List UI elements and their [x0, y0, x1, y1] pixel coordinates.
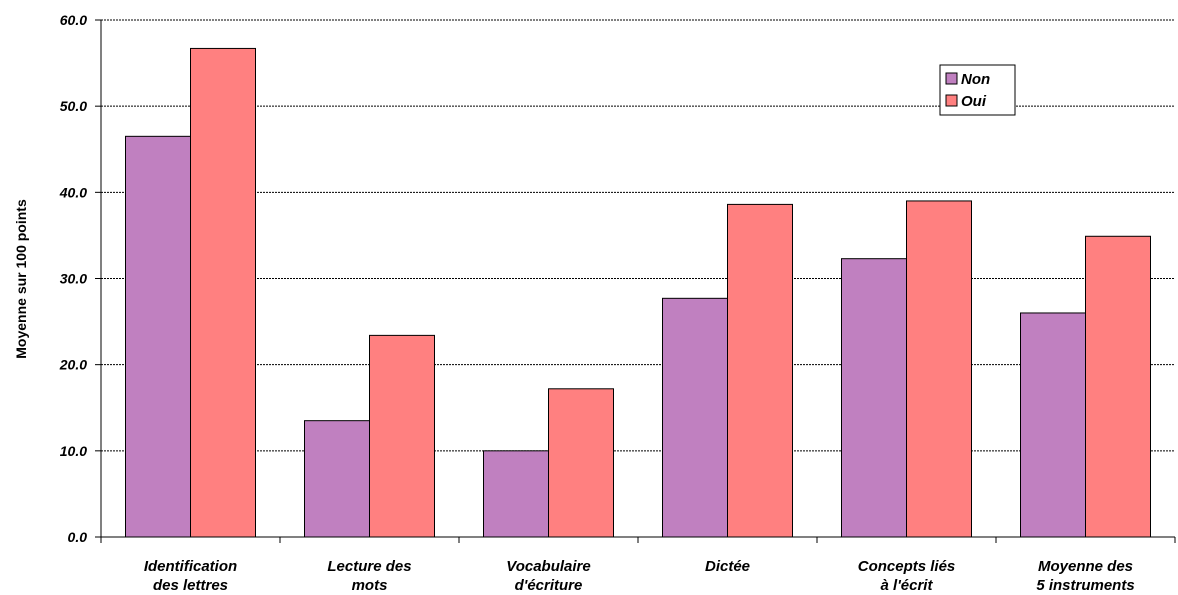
bar-non: [841, 258, 907, 538]
y-tick-label: 30.0: [60, 271, 87, 287]
y-tick-label: 0.0: [68, 529, 88, 545]
x-tick-label: Lecture des: [327, 558, 411, 575]
bars: [125, 47, 1151, 538]
y-tick-label: 10.0: [60, 443, 87, 459]
x-tick-label: mots: [352, 577, 388, 594]
legend-swatch-non: [945, 72, 958, 85]
x-tick-label: 5 instruments: [1036, 577, 1134, 594]
y-tick-label: 40.0: [59, 184, 87, 200]
y-tick-label: 50.0: [60, 98, 87, 114]
bar-non: [483, 450, 549, 538]
y-axis-label: Moyenne sur 100 points: [13, 199, 29, 359]
legend-swatch-oui: [945, 94, 958, 107]
bar-oui: [190, 47, 256, 538]
y-tick-label: 60.0: [60, 12, 87, 28]
x-tick-label: Concepts liés: [858, 558, 956, 575]
legend-label-oui: Oui: [961, 93, 987, 110]
x-tick-label: Vocabulaire: [506, 558, 590, 575]
legend-box: [939, 64, 1016, 116]
x-tick-label: d'écriture: [515, 577, 583, 594]
y-tick-label: 20.0: [59, 357, 87, 373]
gridlines: [101, 19, 1175, 452]
x-tick-label: à l'écrit: [881, 577, 934, 594]
bar-non: [662, 297, 728, 538]
bar-oui: [369, 334, 435, 538]
axes: [95, 19, 1176, 543]
x-tick-label: des lettres: [153, 577, 228, 594]
legend: Non Oui: [939, 64, 1016, 116]
legend-label-non: Non: [961, 71, 990, 88]
x-tick-label: Dictée: [705, 558, 750, 575]
bar-oui: [1085, 235, 1151, 538]
x-tick-label: Moyenne des: [1038, 558, 1133, 575]
bar-non: [125, 135, 191, 538]
bar-non: [304, 420, 370, 538]
bar-non: [1020, 312, 1086, 538]
y-tick-labels: 0.0 10.0 20.0 30.0 40.0 50.0 60.0: [59, 12, 87, 545]
x-tick-label: Identification: [144, 558, 237, 575]
bar-oui: [906, 200, 972, 538]
x-tick-labels: Identification des lettres Lecture des mots…: [144, 558, 1135, 594]
bar-oui: [548, 388, 614, 538]
bar-oui: [727, 203, 793, 538]
